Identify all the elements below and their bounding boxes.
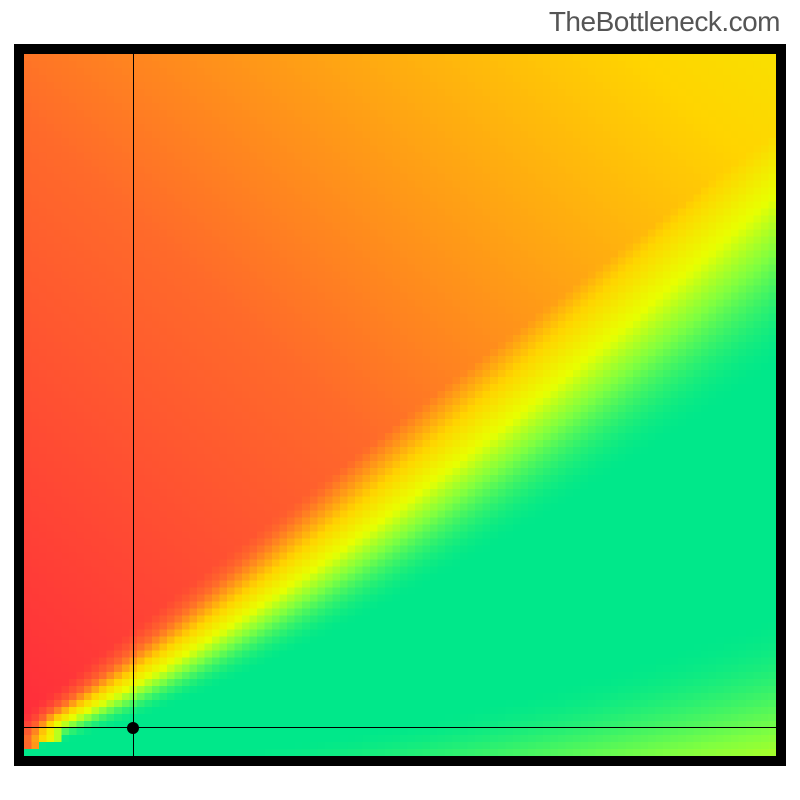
crosshair-dot <box>127 722 139 734</box>
heatmap-canvas <box>24 54 776 756</box>
crosshair-vertical <box>133 54 134 756</box>
watermark-text: TheBottleneck.com <box>549 6 780 38</box>
chart-container: TheBottleneck.com <box>0 0 800 800</box>
